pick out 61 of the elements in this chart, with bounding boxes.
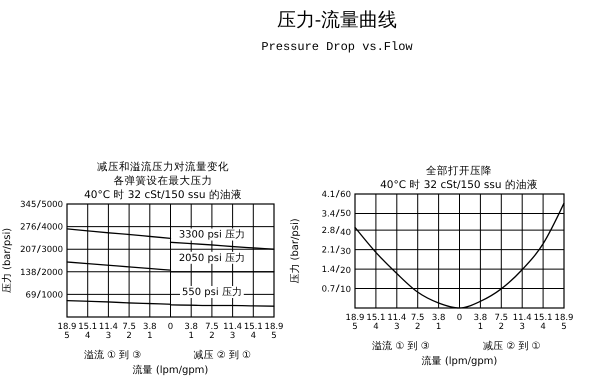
x-tick-label: 7.5 2 — [410, 313, 424, 332]
series-label: 2050 psi 压力 — [178, 252, 245, 264]
y2-tick-label: 1000 — [41, 290, 63, 300]
text: 溢流 ① 到 ③ — [84, 349, 142, 361]
y-tick-label: 138 — [20, 268, 36, 278]
y2-tick-label: 50 — [340, 209, 351, 219]
x-tick-label: 15.1 4 — [78, 322, 98, 341]
y2-tick-label: 20 — [340, 266, 351, 276]
y-tick-label: 2.1 — [322, 246, 336, 256]
x-tick-label: 18.9 5 — [58, 322, 76, 341]
x-tick-label: 3.8 1 — [143, 322, 157, 341]
x-tick-label: 11.4 3 — [98, 322, 118, 341]
x-axis-title: 流量 (lpm/gpm) — [422, 355, 498, 367]
x-tick-label: 7.5 2 — [205, 322, 219, 341]
text: 压力-流量曲线 — [276, 9, 398, 31]
y2-tick-label: 30 — [340, 247, 351, 257]
x-tick-label: 3.8 1 — [432, 313, 446, 332]
y-tick-label: 3.4 — [322, 209, 336, 220]
x-tick-label: 11.4 3 — [512, 313, 532, 332]
y-tick-label: 69 — [26, 290, 36, 300]
y-tick-label: 276 — [20, 222, 36, 233]
x-tick-label: 3.8 1 — [184, 322, 198, 341]
y-tick-label: 0.7 — [322, 284, 336, 295]
y-tick-label: 2.8 — [322, 226, 336, 236]
y2-tick-label: 4000 — [41, 222, 63, 233]
y2-tick-label: 10 — [340, 285, 351, 295]
x-tick-label: 3.8 1 — [474, 313, 488, 332]
y2-tick-label: 60 — [340, 190, 351, 200]
x-axis-title: 流量 (lpm/gpm) — [132, 364, 208, 376]
x-tick-label: 11.4 3 — [387, 313, 406, 332]
x-tick-label: 18.9 5 — [264, 322, 284, 341]
chart-title: 减压和溢流压力对流量变化各弹簧设在最大压力 — [97, 160, 229, 187]
y-tick-label: 4.1 — [322, 190, 336, 200]
chart-title: 全部打开压降 — [426, 164, 492, 177]
x-tick-label: 18.9 5 — [554, 313, 574, 332]
chart-subtitle: 40°C 时 32 cSt/150 ssu 的油液 — [84, 188, 242, 201]
x-tick-label: 15.1 4 — [244, 322, 263, 341]
y-axis-title: 压力 (bar/psi) — [1, 228, 13, 294]
x-tick-label: 7.5 2 — [122, 322, 136, 341]
x-tick-label: 0 — [456, 313, 462, 323]
x-tick-label: 15.1 4 — [534, 313, 553, 332]
text: 溢流 ① 到 ③ — [372, 340, 430, 352]
y-tick-label: 1.4 — [322, 265, 336, 276]
y-axis-title: 压力 (bar/psi) — [289, 218, 301, 284]
y2-tick-label: 5000 — [41, 200, 63, 210]
y2-tick-label: 40 — [340, 228, 351, 238]
text: 减压 ② 到 ① — [194, 349, 252, 361]
text: 减压 ② 到 ① — [483, 340, 541, 352]
chart-subtitle: 40°C 时 32 cSt/150 ssu 的油液 — [380, 178, 538, 191]
x-tick-label: 18.9 5 — [346, 313, 364, 332]
y-tick-label: 207 — [20, 245, 36, 256]
y2-tick-label: 2000 — [41, 268, 63, 278]
x-tick-label: 11.4 3 — [223, 322, 242, 341]
y2-tick-label: 3000 — [41, 245, 63, 256]
text: Pressure Drop vs.Flow — [261, 40, 414, 54]
x-tick-label: 7.5 2 — [494, 313, 508, 332]
series-label: 3300 psi 压力 — [178, 228, 245, 241]
x-tick-label: 0 — [168, 322, 174, 332]
x-tick-label: 15.1 4 — [366, 313, 386, 332]
y-tick-label: 345 — [20, 200, 36, 210]
series-label: 550 psi 压力 — [182, 286, 242, 298]
